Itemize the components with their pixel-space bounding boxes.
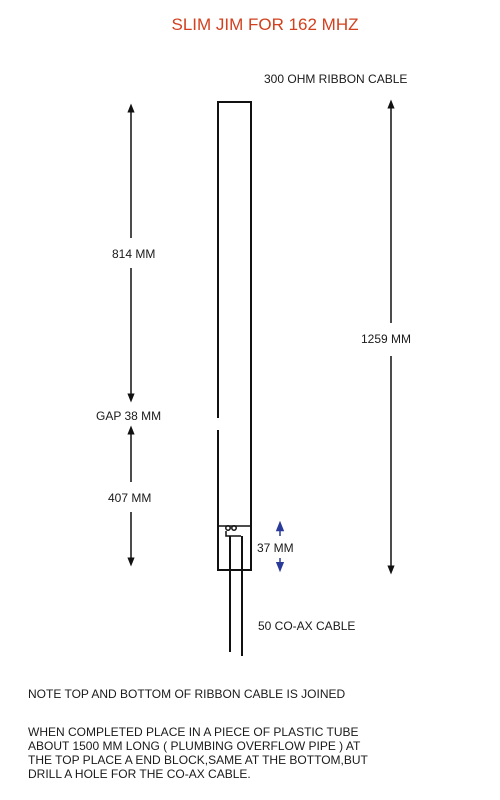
antenna-element [217,101,252,571]
label-upper-section: 814 MM [112,247,156,261]
note-joined: NOTE TOP AND BOTTOM OF RIBBON CABLE IS J… [28,687,346,701]
label-ribbon-cable: 300 OHM RIBBON CABLE [264,72,408,86]
label-lower-section: 407 MM [108,491,152,505]
label-coax: 50 CO-AX CABLE [258,619,356,633]
label-feed-point: 37 MM [257,541,294,555]
label-gap: GAP 38 MM [96,409,162,423]
label-total-length: 1259 MM [361,332,412,346]
diagram-title: SLIM JIM FOR 162 MHZ [171,15,359,34]
coax-cable [229,536,243,656]
note-instructions: WHEN COMPLETED PLACE IN A PIECE OF PLAST… [28,725,368,781]
feed-point [225,525,241,537]
